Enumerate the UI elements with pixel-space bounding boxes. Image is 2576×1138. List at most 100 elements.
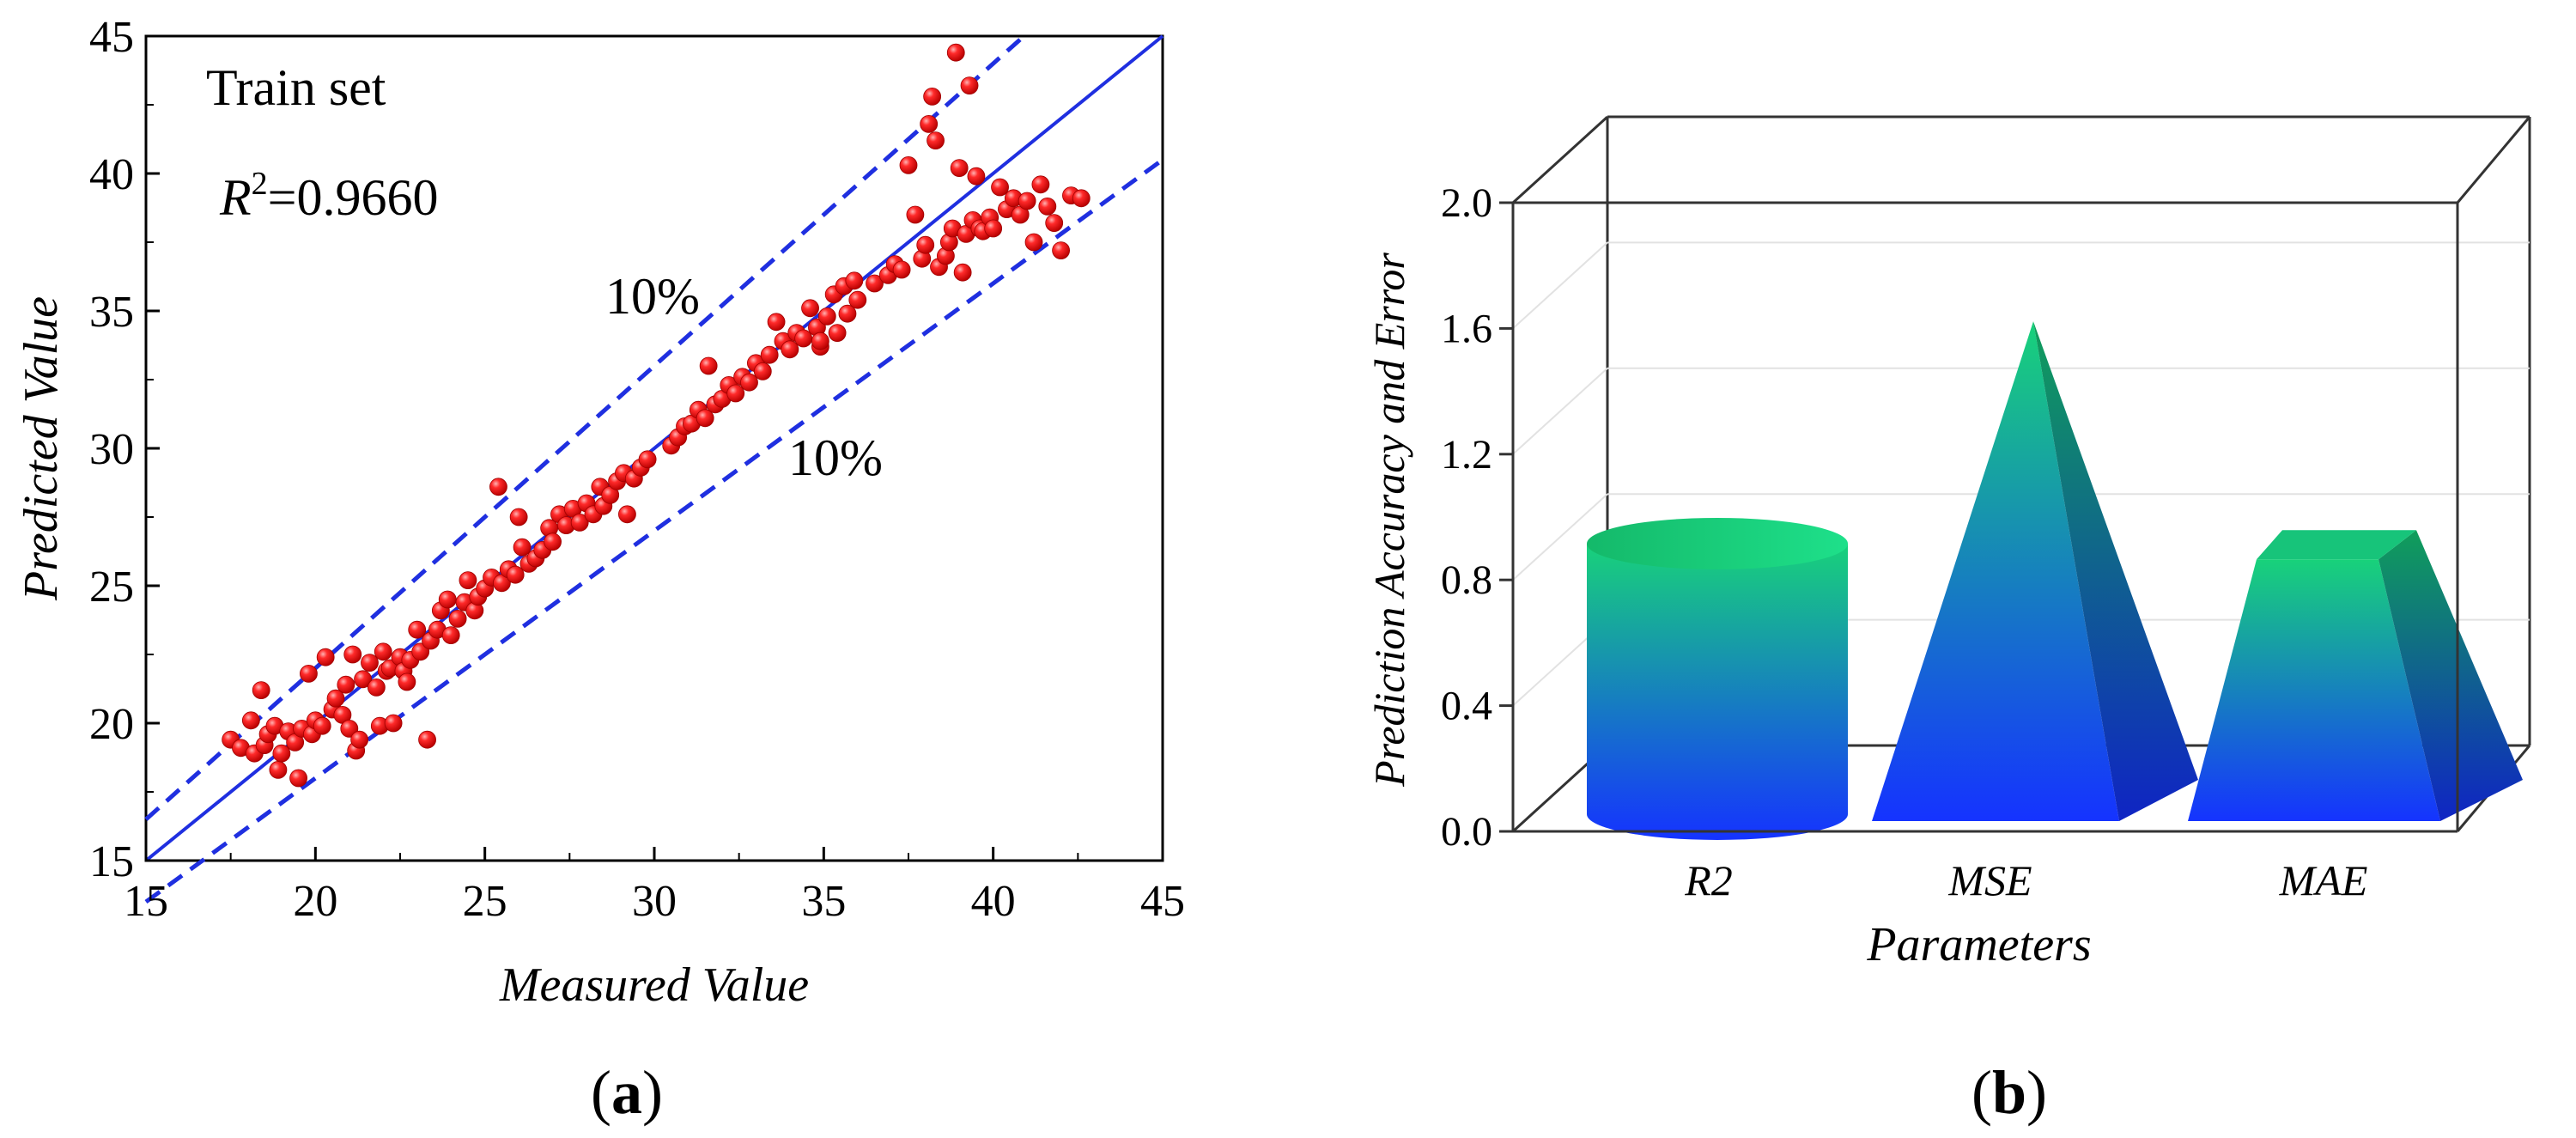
x-tick-label: 25 [463, 877, 507, 926]
data-point [838, 304, 857, 323]
data-point [252, 681, 270, 699]
x-tick-label: 45 [1140, 877, 1185, 926]
data-point [892, 260, 911, 279]
y-tick-label: 25 [89, 563, 134, 612]
data-point [753, 362, 772, 380]
data-point [960, 76, 979, 94]
3d-bars [1587, 321, 2523, 840]
y-axis-label: Prediction Accuracy and Error [1365, 253, 1413, 788]
data-point [513, 538, 532, 557]
data-point [398, 672, 416, 691]
data-point [241, 711, 260, 730]
x-axis-ticks: 15 20 25 30 35 40 45 [124, 847, 1185, 926]
data-point [489, 478, 507, 496]
bar-mae [2188, 530, 2523, 821]
data-point [289, 769, 308, 788]
r-squared-superscript: 2 [252, 166, 268, 202]
r-squared-annotation: R2=0.9660 [219, 166, 439, 226]
data-point [448, 610, 467, 628]
data-point [300, 665, 318, 683]
panel-b-caption: (b) [1971, 1058, 2047, 1127]
y-tick-label: 35 [89, 288, 134, 337]
data-point [418, 730, 436, 749]
data-point [950, 159, 969, 178]
data-point [984, 219, 1003, 238]
scatter-title: Train set [206, 59, 386, 116]
x-axis-label: Parameters [1866, 918, 2091, 971]
data-point [696, 409, 714, 428]
bar-mse [1872, 321, 2198, 822]
panel-b-letter: b [1992, 1058, 2026, 1127]
data-point [408, 620, 427, 639]
data-point [726, 384, 745, 403]
data-point [899, 155, 918, 174]
data-point [1018, 192, 1036, 210]
x-axis-label: Measured Value [499, 958, 809, 1012]
bar-chart-panel: 0.0 0.4 0.8 1.2 1.6 2.0 R2 MSE MAE Parameters P… [1365, 115, 2531, 1127]
data-point [1052, 241, 1070, 260]
panel-a-caption: (a) [591, 1058, 663, 1127]
side-gridline [1512, 368, 1608, 455]
data-point [1038, 197, 1057, 216]
y-tick-label: 0.8 [1441, 557, 1492, 603]
bar-r2 [1587, 517, 1848, 840]
data-point [1045, 214, 1064, 233]
3d-box-front [1511, 201, 2459, 833]
data-point [991, 178, 1009, 197]
x-tick-label: 15 [124, 877, 168, 926]
data-point [927, 131, 945, 150]
data-point [384, 714, 403, 733]
data-point [953, 263, 972, 282]
reference-line--10% [144, 157, 1164, 904]
y-axis-label: Predicted Value [15, 296, 68, 601]
data-point [354, 670, 372, 689]
data-point [916, 235, 935, 254]
data-point [920, 114, 939, 133]
y-tick-label: 40 [89, 150, 134, 199]
y-tick-label: 1.2 [1441, 432, 1492, 478]
r-squared-symbol: R [219, 169, 252, 226]
y-tick-label: 0.0 [1441, 809, 1492, 855]
data-point [326, 689, 345, 708]
y-tick-label: 45 [89, 13, 134, 62]
data-point [269, 761, 288, 779]
y-tick-label: 30 [89, 425, 134, 474]
data-point [618, 505, 636, 524]
data-point [923, 88, 942, 106]
data-point [801, 299, 819, 318]
data-point [374, 642, 392, 661]
x-tick-label: 40 [971, 877, 1016, 926]
reference-line-+10% [144, 34, 1026, 821]
data-point [361, 654, 379, 672]
data-point [1072, 189, 1091, 208]
data-point [767, 313, 786, 332]
category-label: MAE [2279, 856, 2368, 904]
y-axis-ticks: 15 20 25 30 35 40 45 [89, 13, 160, 886]
y-tick-label: 0.4 [1441, 684, 1492, 729]
data-point [848, 290, 867, 309]
y-tick-label: 1.6 [1441, 306, 1492, 351]
x-tick-label: 20 [293, 877, 337, 926]
data-point [438, 590, 457, 609]
data-point [459, 571, 477, 589]
data-point [845, 271, 864, 290]
data-point [313, 716, 331, 735]
r-squared-value: =0.9660 [268, 169, 439, 226]
side-gridline [1512, 241, 1608, 330]
data-point [740, 373, 758, 392]
data-point [946, 43, 965, 62]
data-point [441, 626, 460, 644]
data-point [1024, 233, 1043, 252]
upper-band-label: 10% [605, 268, 700, 325]
data-point [811, 332, 829, 350]
data-point [906, 205, 925, 224]
data-point [699, 356, 718, 375]
panel-a-letter: a [611, 1058, 642, 1127]
data-point [367, 679, 386, 697]
x-tick-label: 30 [632, 877, 677, 926]
data-point [343, 645, 362, 664]
data-point [544, 532, 562, 551]
